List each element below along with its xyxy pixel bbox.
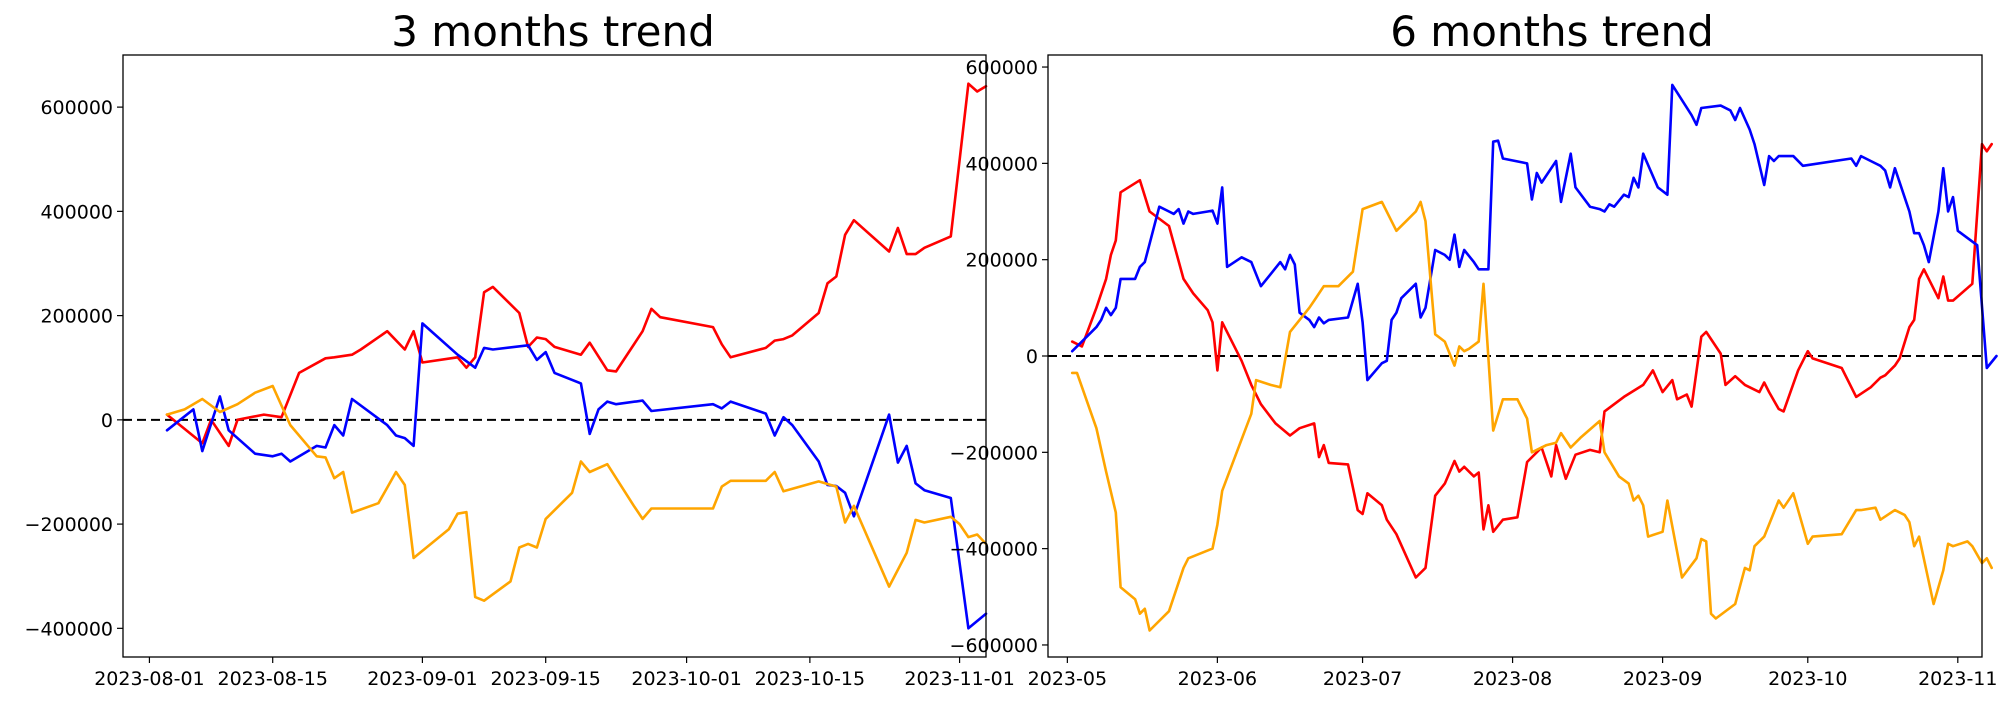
x-tick-label: 2023-07 [1323, 668, 1402, 690]
y-tick-label: −200000 [25, 514, 113, 536]
x-tick-label: 2023-11 [1918, 668, 1997, 690]
x-tick-label: 2023-10 [1768, 668, 1847, 690]
y-tick-label: 600000 [965, 57, 1038, 79]
series-line [1070, 200, 1993, 632]
series-line [1070, 83, 1998, 382]
y-tick-label: −400000 [25, 618, 113, 640]
chart-title: 6 months trend [1390, 7, 1714, 56]
series-line [165, 322, 988, 630]
x-tick-label: 2023-10-01 [631, 668, 741, 690]
x-tick-label: 2023-08 [1473, 668, 1552, 690]
y-tick-label: −600000 [950, 635, 1038, 657]
x-tick-label: 2023-08-15 [217, 668, 327, 690]
series-line [165, 82, 988, 448]
y-tick-label: −400000 [950, 539, 1038, 561]
x-tick-label: 2023-09-01 [367, 668, 477, 690]
y-tick-label: 400000 [40, 201, 113, 223]
x-tick-label: 2023-09-15 [490, 668, 600, 690]
x-tick-label: 2023-08-01 [94, 668, 204, 690]
chart-6-months-trend: 6 months trend −600000 −400000 −200000 0 200… [950, 7, 1998, 690]
y-tick-label: 600000 [40, 97, 113, 119]
y-tick-label: 200000 [965, 250, 1038, 272]
plot-frame [122, 54, 987, 658]
axis-ticks: −600000 −400000 −200000 0 200000 400000 600000… [950, 57, 1998, 690]
plot-frame [1047, 54, 1983, 658]
x-tick-label: 2023-06 [1178, 668, 1257, 690]
y-tick-label: 400000 [965, 153, 1038, 175]
y-tick-label: 0 [101, 410, 113, 432]
x-tick-label: 2023-10-15 [755, 668, 865, 690]
series-line [165, 384, 988, 603]
axis-ticks: −400000 −200000 0 200000 400000 600000 2023-08… [25, 97, 1015, 690]
x-tick-label: 2023-11-01 [904, 668, 1014, 690]
x-tick-label: 2023-05 [1028, 668, 1107, 690]
x-tick-label: 2023-09 [1623, 668, 1702, 690]
y-tick-label: 0 [1026, 346, 1038, 368]
y-tick-label: 200000 [40, 306, 113, 328]
series-lines [1070, 83, 1998, 632]
y-tick-label: −200000 [950, 442, 1038, 464]
series-lines [165, 82, 988, 630]
chart-3-months-trend: 3 months trend −400000 −200000 0 200000 4000… [25, 7, 1015, 690]
chart-title: 3 months trend [391, 7, 715, 56]
